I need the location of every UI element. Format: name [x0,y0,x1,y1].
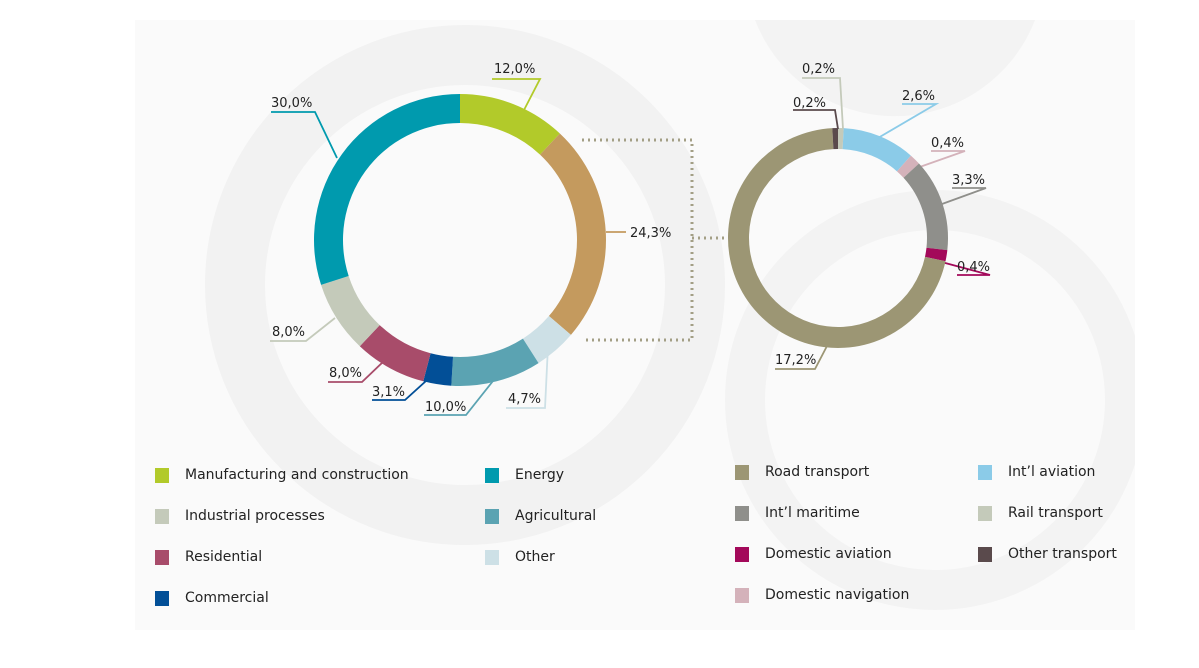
legend-item: Road transport [735,464,869,480]
donut-slice [924,247,948,262]
leader-line [793,109,839,130]
legend-swatch [485,467,499,483]
legend-item: Other transport [978,546,1117,562]
leader-line [492,78,542,111]
leader-line [913,150,966,170]
donut-slice [540,133,606,335]
legend-label: Industrial processes [185,508,325,524]
legend-item: Manufacturing and construction [155,467,409,483]
leader-line [506,345,549,409]
connector-lines [582,138,726,342]
leader-line [271,111,338,159]
legend-swatch [155,467,169,483]
legend-label: Commercial [185,590,269,606]
legend-swatch [978,505,992,521]
legend-label: Agricultural [515,508,597,524]
data-label: 12,0% [494,62,535,77]
legend-item: Energy [485,467,564,483]
legend-item: Int’l aviation [978,464,1095,480]
legend-swatch [155,549,169,565]
legend-label: Other transport [1008,546,1117,562]
data-label: 30,0% [271,96,312,111]
data-label: 4,7% [508,392,541,407]
data-label: 0,2% [793,96,826,111]
legend-label: Manufacturing and construction [185,467,409,483]
legend-item: Int’l maritime [735,505,860,521]
donut-slice [321,275,380,347]
donut-slice [838,128,844,150]
legend-swatch [978,464,992,480]
legend-swatch [735,587,749,603]
legend-label: Residential [185,549,263,565]
leader-line [933,259,991,276]
leader-line [328,360,385,383]
legend-item: Industrial processes [155,508,325,524]
legend-item: Residential [155,549,262,565]
leader-line [941,187,987,205]
data-label: 3,3% [952,173,985,188]
data-label: 3,1% [372,385,405,400]
data-label: 0,4% [957,260,990,275]
legend-label: Rail transport [1008,505,1103,521]
legend-label: Int’l maritime [765,505,860,521]
legend-label: Domestic aviation [765,546,892,562]
donut-slice [522,316,571,364]
legend-swatch [978,546,992,562]
data-label: 17,2% [775,353,816,368]
data-label: 0,2% [802,62,835,77]
background-decoration [205,20,1135,610]
chart-background [135,20,1135,630]
legend-item: Rail transport [978,505,1103,521]
leader-line [372,380,427,401]
data-label: 8,0% [329,366,362,381]
donut-slice [903,163,948,251]
legend-label: Domestic navigation [765,587,910,603]
leader-line [270,317,336,342]
legend-label: Other [515,549,555,565]
leader-line [424,380,494,416]
donut-slice [423,353,454,386]
legend-swatch [735,546,749,562]
legend-swatch [155,508,169,524]
donut-slice [460,94,560,155]
leader-line [877,103,940,139]
data-label: 8,0% [272,325,305,340]
data-label: 2,6% [902,89,935,104]
legend-label: Energy [515,467,565,483]
legend-item: Other [485,549,555,565]
leader-line [775,345,828,370]
legend-item: Commercial [155,590,269,606]
legend-swatch [485,508,499,524]
donut-slice [314,94,460,285]
data-label: 24,3% [630,226,671,241]
legend-item: Domestic aviation [735,546,892,562]
legend-item: Domestic navigation [735,587,909,603]
donut-slice [832,128,838,150]
legend-swatch [735,505,749,521]
donut-slice [451,338,539,386]
donut-slice [842,128,911,172]
legend-swatch [735,464,749,480]
leader-line [802,77,844,130]
legend-swatch [155,590,169,606]
legend-item: Agricultural [485,508,596,524]
legend-swatch [485,549,499,565]
data-label: 10,0% [425,400,466,415]
donut-slice [359,325,431,382]
donut-slice [896,155,919,178]
legend-label: Road transport [765,464,870,480]
data-label: 0,4% [931,136,964,151]
legend-label: Int’l aviation [1008,464,1096,480]
